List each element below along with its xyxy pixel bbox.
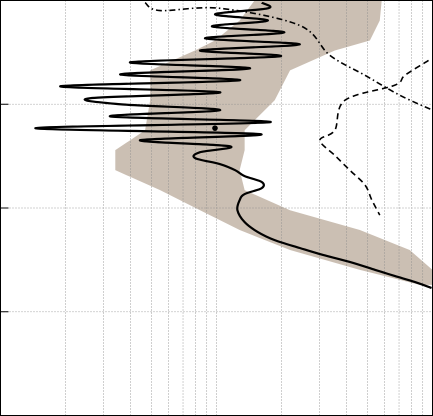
line-dashdot bbox=[144, 1, 433, 111]
line-dashed bbox=[319, 59, 429, 216]
point bbox=[212, 125, 218, 131]
line-solid bbox=[34, 1, 432, 290]
